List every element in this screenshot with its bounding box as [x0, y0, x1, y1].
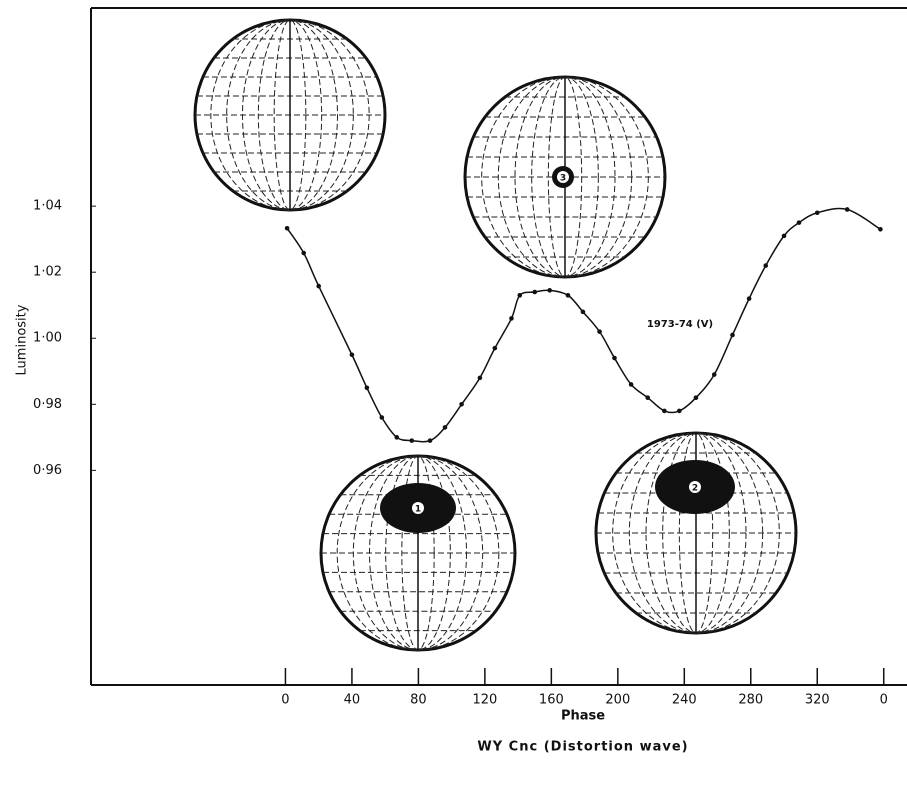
globe-meridian	[273, 19, 307, 211]
data-point	[565, 293, 571, 298]
x-axis-label: Phase	[561, 709, 605, 724]
data-point	[878, 226, 883, 232]
data-point	[580, 309, 586, 315]
x-tick-label: 200	[605, 693, 630, 708]
x-tick-label: 280	[738, 693, 763, 708]
series-label: 1973-74 (V)	[647, 319, 713, 330]
y-tick-label: 1·00	[33, 331, 62, 346]
data-point	[409, 438, 415, 443]
data-point	[730, 332, 735, 338]
globes: 3 1 2	[193, 18, 798, 652]
spot-mark	[557, 171, 569, 183]
data-point	[284, 225, 290, 231]
x-tick-label: 0	[880, 693, 888, 708]
data-point	[693, 395, 699, 400]
x-tick-label: 40	[344, 693, 361, 708]
x-tick-label: 240	[672, 693, 697, 708]
y-axis-label: Luminosity	[15, 304, 30, 375]
data-point	[316, 283, 321, 289]
data-point	[517, 293, 523, 298]
data-point	[814, 210, 820, 216]
x-tick-label: 0	[281, 693, 289, 708]
spot-label: 3	[560, 174, 566, 184]
data-point	[364, 385, 370, 391]
data-point	[509, 316, 514, 321]
data-point	[844, 207, 850, 212]
data-point	[763, 263, 769, 268]
data-point	[746, 296, 752, 301]
x-tick-label: 120	[472, 693, 497, 708]
data-point	[597, 329, 602, 334]
data-point	[394, 435, 400, 440]
data-point	[628, 382, 634, 387]
data-point	[492, 345, 498, 351]
data-point	[645, 395, 651, 400]
globe-meridian	[385, 455, 451, 651]
data-point	[547, 288, 552, 293]
caption: WY Cnc (Distortion wave)	[477, 740, 688, 755]
y-tick-label: 1·02	[33, 265, 62, 280]
y-tick-label: 0·98	[33, 397, 62, 412]
y-tick-label: 1·04	[33, 199, 62, 214]
data-point	[781, 233, 787, 239]
data-point	[796, 220, 802, 225]
data-point	[301, 250, 307, 256]
x-tick-label: 80	[410, 693, 427, 708]
data-point	[612, 355, 617, 361]
y-tick-label: 0·96	[33, 463, 62, 478]
spot-mark	[689, 481, 701, 493]
spot-mark	[412, 502, 424, 514]
data-point	[427, 438, 433, 443]
data-point	[662, 408, 667, 414]
spot-label: 1	[415, 505, 421, 515]
data-point	[459, 401, 464, 407]
data-point	[442, 425, 448, 430]
data-point	[349, 352, 355, 358]
x-tick-label: 320	[805, 693, 830, 708]
spot-label: 2	[692, 484, 698, 494]
data-point	[711, 372, 717, 377]
x-tick-label: 160	[539, 693, 564, 708]
globe-meridian	[226, 19, 354, 211]
data-point	[379, 415, 385, 420]
data-point	[677, 408, 682, 414]
data-point	[477, 375, 483, 381]
data-point	[532, 289, 538, 295]
